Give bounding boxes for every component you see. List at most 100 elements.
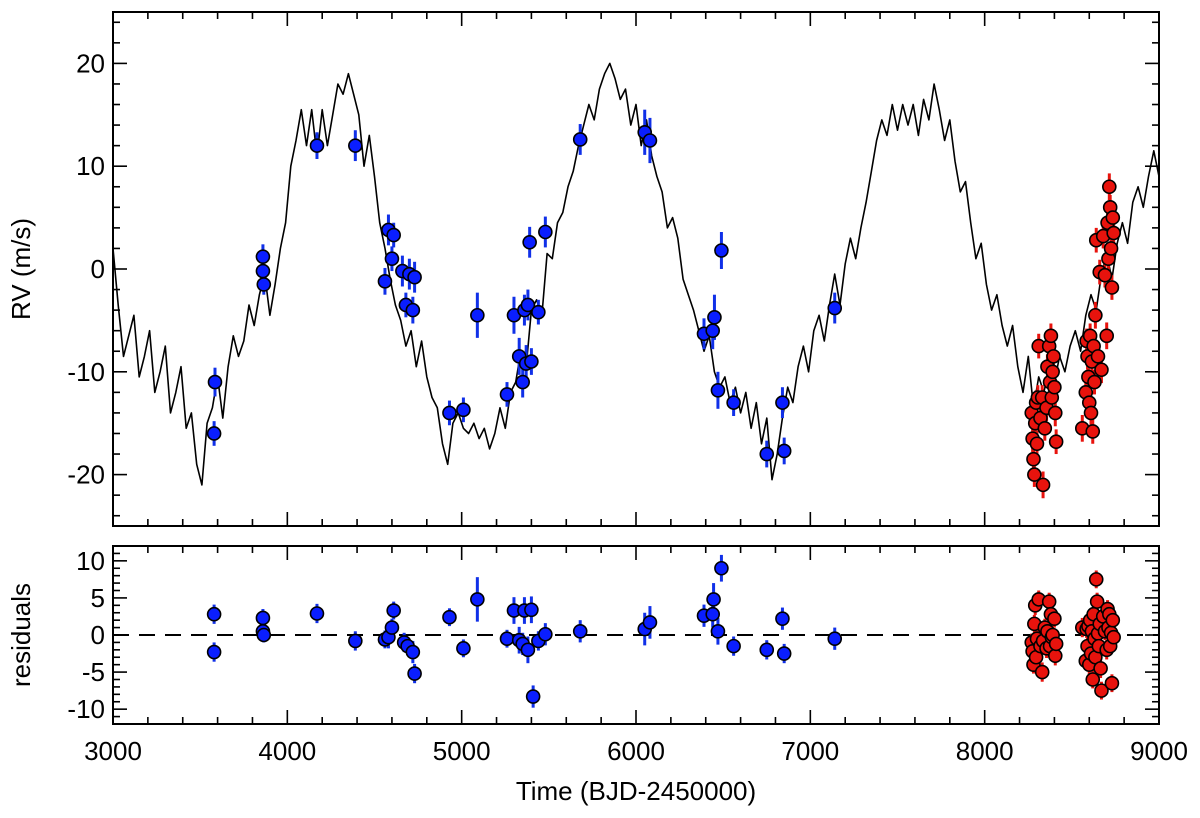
- residual-blue-point: [775, 611, 790, 626]
- residual-red-point: [1048, 636, 1064, 652]
- rv-red-point: [1046, 349, 1061, 364]
- top-ticks: [112, 12, 1160, 526]
- rv-blue-point: [642, 133, 658, 148]
- rv-red-point: [1105, 210, 1121, 225]
- rv-blue-point: [759, 446, 775, 462]
- bottom-y-tick-label: -10: [67, 694, 105, 724]
- residual-blue-point: [405, 644, 421, 660]
- rv-blue-point: [710, 383, 726, 398]
- rv-red-point: [1088, 307, 1103, 323]
- residual-red-point: [1093, 661, 1108, 676]
- bottom-y-tick-label: 5: [91, 583, 105, 613]
- residual-red-point: [1041, 594, 1057, 609]
- residual-blue-point: [520, 642, 536, 658]
- top-y-axis-label: RV (m/s): [6, 218, 36, 320]
- x-tick-label: 6000: [607, 736, 665, 766]
- residual-blue-point: [524, 602, 539, 618]
- rv-red-point: [1090, 349, 1106, 364]
- residual-red-point: [1089, 594, 1105, 609]
- residual-red-point: [1085, 672, 1101, 687]
- residual-blue-point: [309, 606, 325, 621]
- x-tick-label: 4000: [258, 736, 316, 766]
- rv-blue-point: [309, 138, 325, 153]
- top-panel: -20 -10 0 10 20 RV (m/s): [6, 11, 1160, 527]
- x-tick-label: 5000: [433, 736, 491, 766]
- bottom-marker-layer: [206, 560, 1121, 704]
- top-y-tick-label: -20: [67, 460, 105, 490]
- residual-blue-point: [525, 689, 541, 704]
- rv-blue-point: [377, 274, 393, 289]
- rv-red-point: [1099, 328, 1114, 344]
- rv-red-point: [1037, 421, 1053, 436]
- residual-blue-point: [255, 610, 271, 626]
- rv-blue-point: [206, 426, 222, 441]
- rv-blue-point: [827, 300, 843, 316]
- rv-red-point: [1047, 405, 1063, 421]
- rv-blue-point: [524, 354, 539, 369]
- top-model-curve-layer: [112, 62, 1160, 486]
- residual-blue-point: [726, 638, 741, 654]
- bottom-y-tick-label: 10: [76, 546, 105, 576]
- residual-blue-point: [206, 644, 222, 660]
- top-y-tick-label: 10: [76, 151, 105, 181]
- top-marker-layer: [206, 124, 1121, 493]
- rv-blue-point: [531, 304, 546, 320]
- residual-red-point: [1104, 675, 1120, 691]
- residual-blue-point: [386, 603, 401, 618]
- x-tick-label: 9000: [1130, 736, 1188, 766]
- rv-red-point: [1043, 328, 1059, 344]
- rv-blue-point: [775, 395, 790, 410]
- rv-blue-point: [705, 323, 721, 338]
- rv-red-point: [1083, 405, 1099, 421]
- rv-blue-point: [520, 297, 536, 313]
- residual-red-point: [1047, 611, 1062, 626]
- residual-blue-point: [384, 620, 400, 635]
- rv-red-point: [1097, 267, 1113, 283]
- rv-blue-point: [456, 402, 471, 418]
- x-tick-label: 7000: [781, 736, 839, 766]
- rv-red-point: [1045, 364, 1060, 380]
- bottom-y-tick-labels: -10 -5 0 5 10: [67, 546, 105, 724]
- rv-blue-point: [538, 224, 553, 240]
- residual-blue-point: [705, 606, 721, 622]
- bottom-y-axis-label: residuals: [6, 583, 36, 687]
- x-axis-label: Time (BJD-2450000): [516, 776, 756, 806]
- residual-red-point: [1106, 629, 1121, 645]
- rv-red-point: [1104, 280, 1120, 295]
- rv-blue-point: [515, 374, 530, 390]
- residual-blue-point: [538, 626, 553, 642]
- residual-blue-point: [470, 592, 485, 607]
- rv-red-point: [1103, 241, 1119, 256]
- top-y-tick-labels: -20 -10 0 10 20: [67, 48, 105, 489]
- residual-blue-point: [407, 666, 422, 681]
- rv-red-point: [1026, 451, 1041, 467]
- x-tick-label: 3000: [84, 736, 142, 766]
- residual-blue-point: [256, 627, 272, 643]
- rv-blue-point: [384, 251, 400, 267]
- residual-blue-point: [759, 642, 775, 658]
- rv-blue-point: [256, 277, 272, 292]
- rv-blue-point: [255, 249, 271, 264]
- residual-red-point: [1034, 664, 1050, 680]
- top-y-tick-label: -10: [67, 357, 105, 387]
- residual-blue-point: [714, 560, 729, 576]
- bottom-errorbar-layer: [212, 554, 1116, 708]
- residual-blue-point: [348, 633, 363, 649]
- residual-blue-point: [442, 609, 457, 625]
- rv-blue-point: [386, 227, 401, 243]
- rv-red-point: [1027, 467, 1042, 482]
- rv-red-point: [1106, 225, 1121, 241]
- model-curve: [112, 62, 1160, 486]
- rv-red-point: [1029, 436, 1045, 452]
- rv-red-point: [1094, 362, 1109, 378]
- bottom-y-tick-label: -5: [82, 657, 105, 687]
- rv-blue-point: [714, 243, 729, 258]
- residual-blue-point: [776, 646, 792, 661]
- rv-blue-point: [470, 307, 485, 323]
- residual-blue-point: [642, 615, 658, 630]
- top-y-tick-label: 20: [76, 48, 105, 78]
- rv-blue-point: [522, 234, 537, 250]
- rv-blue-point: [407, 269, 422, 285]
- residual-blue-point: [827, 631, 843, 647]
